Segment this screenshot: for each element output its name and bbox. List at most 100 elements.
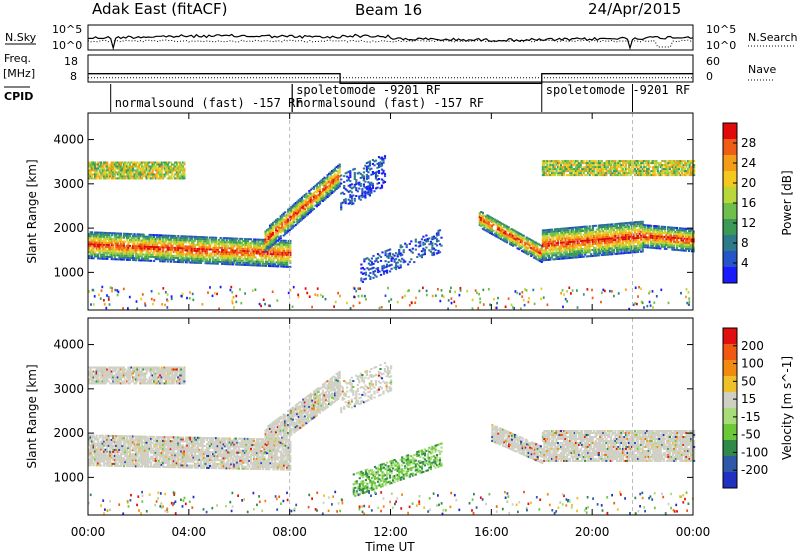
echo-cell [249, 256, 252, 259]
echo-cell [148, 171, 151, 174]
echo-cell [283, 249, 286, 252]
echo-cell [375, 257, 378, 260]
echo-cell [496, 228, 500, 231]
echo-cell [281, 229, 284, 232]
echo-cell [163, 165, 166, 168]
echo-cell [689, 238, 692, 241]
echo-cell [524, 243, 527, 246]
echo-cell [527, 251, 530, 254]
echo-cell [261, 260, 265, 263]
echo-cell [553, 252, 556, 255]
echo-cell [363, 268, 366, 271]
echo-cell [382, 171, 385, 174]
echo-cell [581, 226, 584, 228]
echo-cell [243, 250, 246, 252]
echo-cell [165, 246, 168, 249]
echo-cell [242, 257, 245, 260]
echo-cell [565, 174, 569, 177]
echo-cell [553, 232, 556, 235]
echo-cell [585, 255, 588, 258]
echo-cell [287, 253, 290, 256]
echo-cell [293, 225, 296, 228]
echo-cell [608, 172, 611, 175]
echo-cell [382, 272, 386, 275]
echo-cell [199, 262, 203, 264]
echo-cell [562, 231, 566, 234]
echo-cell [133, 173, 136, 176]
echo-cell [209, 262, 212, 265]
echo-cell [154, 254, 157, 256]
echo-cell [569, 247, 572, 249]
echo-cell [133, 161, 136, 164]
echo-cell [573, 162, 576, 165]
echo-cell [109, 171, 112, 174]
echo-cell [605, 245, 608, 248]
echo-cell [349, 184, 352, 187]
echo-cell [575, 254, 578, 257]
echo-cell [570, 162, 573, 165]
echo-cell [281, 245, 284, 248]
echo-cell [591, 241, 594, 243]
echo-cell [570, 168, 573, 171]
echo-cell [513, 239, 516, 242]
echo-cell [635, 237, 638, 240]
echo-cell [684, 249, 688, 252]
echo-cell [180, 261, 183, 264]
echo-cell [260, 260, 263, 263]
echo-cell [174, 165, 177, 168]
echo-cell [422, 243, 425, 246]
echo-cell [642, 244, 645, 246]
echo-cell [660, 231, 663, 234]
echo-cell [550, 234, 553, 237]
echo-cell [504, 236, 507, 239]
echo-cell [163, 173, 166, 176]
echo-cell [104, 165, 107, 168]
echo-cell [569, 243, 572, 245]
echo-cell [280, 257, 283, 260]
echo-cell [346, 189, 349, 192]
echo-cell [559, 249, 563, 252]
echo-cell [572, 246, 575, 249]
echo-cell [375, 259, 378, 262]
echo-cell [367, 189, 370, 192]
echo-cell [516, 243, 519, 246]
echo-cell [279, 223, 282, 226]
cpid-panel: CPID normalsound (fast) -157 RFspoletomo… [4, 83, 690, 112]
echo-cell [127, 167, 130, 170]
echo-cell [396, 253, 399, 256]
echo-cell [91, 169, 94, 172]
echo-cell [359, 182, 362, 185]
echo-cell [154, 238, 157, 241]
echo-cell [98, 177, 101, 180]
echo-cell [373, 160, 376, 163]
echo-cell [239, 237, 242, 240]
echo-cell [110, 177, 113, 180]
echo-cell [575, 238, 578, 241]
echo-cell [637, 243, 640, 245]
echo-cell [608, 245, 611, 248]
echo-cell [281, 255, 284, 258]
echo-cell [92, 173, 95, 176]
echo-cell [637, 237, 640, 239]
echo-cell [133, 169, 136, 172]
echo-cell [481, 219, 484, 222]
echo-cell [122, 161, 125, 164]
echo-cell [98, 169, 101, 172]
echo-cell [125, 234, 128, 237]
echo-cell [237, 263, 240, 266]
echo-cell [230, 263, 233, 266]
echo-cell [389, 248, 392, 251]
echo-cell [349, 196, 352, 198]
echo-cell [614, 231, 617, 233]
echo-cell [692, 232, 695, 235]
echo-cell [556, 248, 560, 250]
echo-cell [130, 233, 133, 236]
echo-cell [334, 169, 337, 172]
echo-cell [245, 240, 248, 243]
echo-cell [323, 194, 326, 197]
echo-cell [581, 243, 584, 246]
echo-cell [234, 257, 237, 260]
echo-cell [483, 228, 486, 231]
echo-cell [184, 257, 187, 260]
echo-cell [231, 255, 234, 258]
